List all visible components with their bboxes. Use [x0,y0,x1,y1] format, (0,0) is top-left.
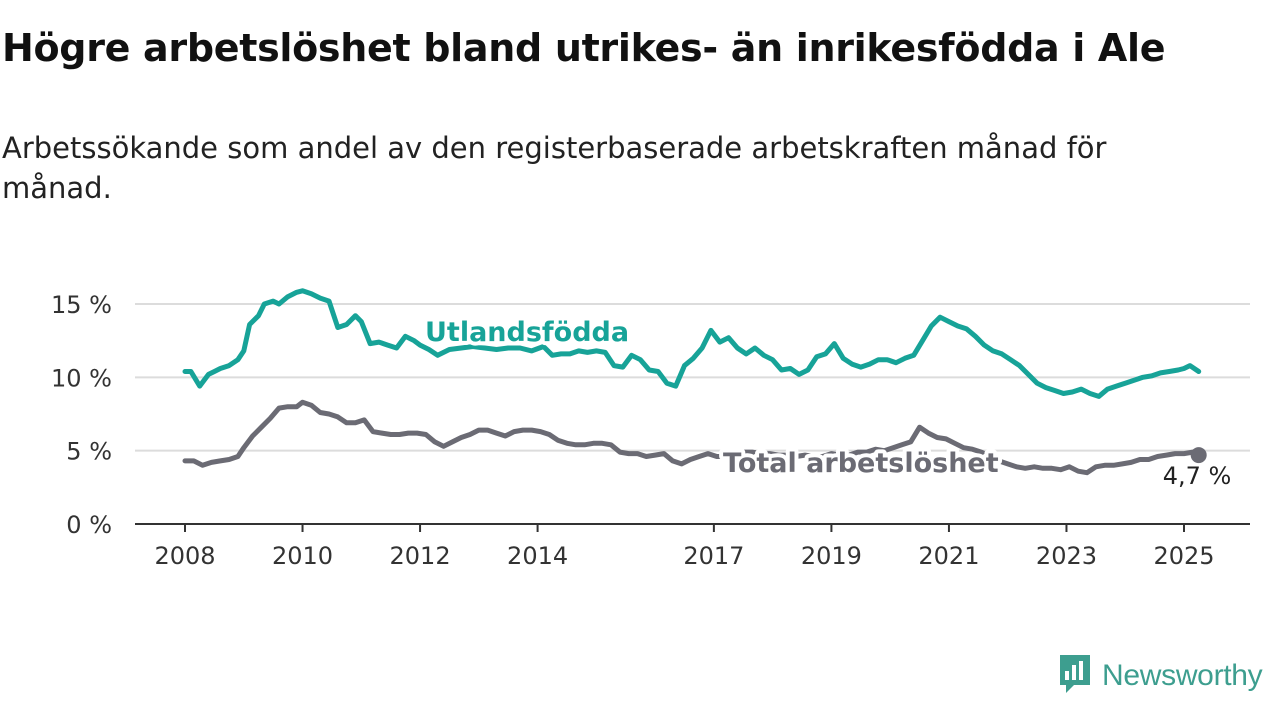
x-tick-label: 2025 [1153,542,1214,570]
y-tick-label: 15 % [51,291,112,319]
x-tick-label: 2017 [683,542,744,570]
series-layer [182,288,1202,476]
axis-layer: 0 % 5 % 10 % 15 % 2008 2010 2012 2014 2017 2019 20… [51,291,1250,570]
end-value-label: 4,7 % [1163,462,1232,490]
x-tick-label: 2023 [1036,542,1097,570]
x-tick-label: 2010 [272,542,333,570]
x-tick-label: 2012 [390,542,451,570]
x-tick-label: 2008 [154,542,215,570]
x-tick-label: 2019 [801,542,862,570]
y-tick-label: 0 % [66,511,112,539]
end-point-marker [1190,447,1207,464]
chart-subtitle: Arbetssökande som andel av den registerb… [2,131,1107,205]
x-tick-label: 2014 [507,542,568,570]
x-tick-label: 2021 [918,542,979,570]
newsworthy-logo-icon [1058,653,1092,699]
series-line [182,288,1202,399]
grid-layer [135,303,1250,452]
series-line [182,399,1202,476]
series-label-utlandsfodda: Utlandsfödda [425,317,629,348]
y-tick-label: 5 % [66,438,112,466]
chart-title: Högre arbetslöshet bland utrikes- än inr… [2,26,1166,70]
series-label-total-halo: Total arbetslöshet [723,448,999,479]
y-tick-label: 10 % [51,364,112,392]
brand-name: Newsworthy [1102,659,1263,692]
newsworthy-logo[interactable]: Newsworthy [1058,653,1263,699]
series-label-total: Total arbetslöshet [723,448,999,479]
series-label-utlandsfodda-halo: Utlandsfödda [425,317,629,348]
